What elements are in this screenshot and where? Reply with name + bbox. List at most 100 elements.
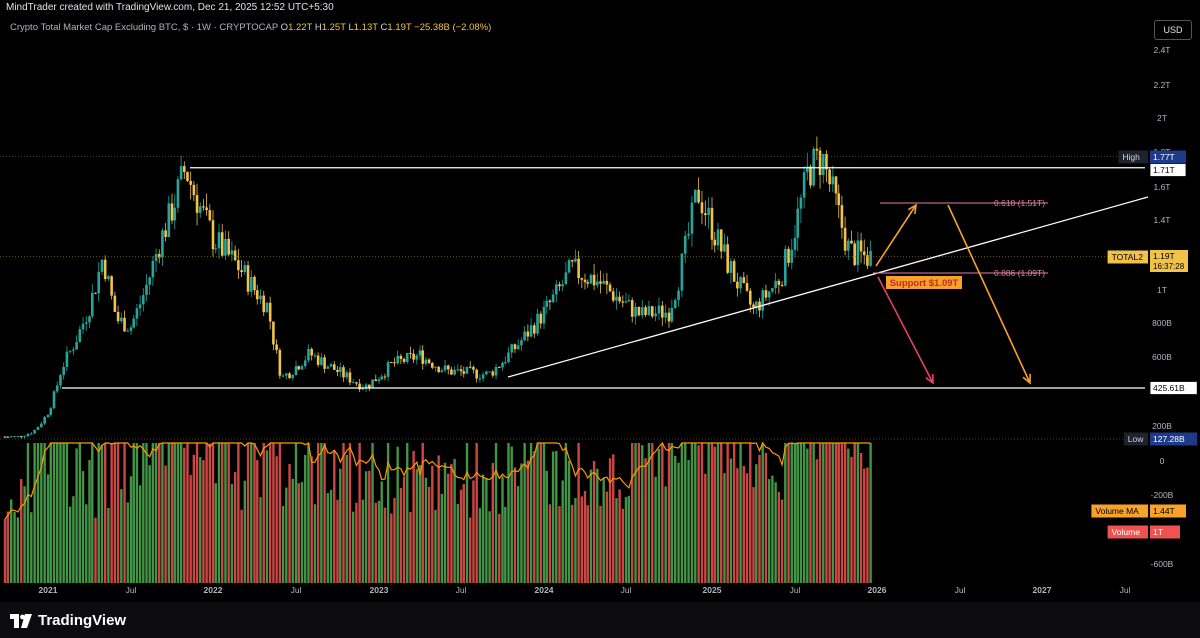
volume-ma-tag: 1.44T: [1153, 506, 1175, 516]
volume-bar: [154, 443, 158, 583]
candle-body: [468, 366, 472, 368]
volume-bar: [571, 504, 574, 583]
volume-bar: [26, 443, 30, 583]
candle-body: [26, 433, 30, 437]
volume-bar: [183, 447, 186, 583]
candle-body: [179, 166, 183, 180]
volume-bar: [453, 458, 456, 583]
candle-body: [230, 250, 234, 255]
x-tick-label: Jul: [291, 585, 302, 595]
candle-body: [647, 306, 651, 315]
change-value: −25.38B (−2.08%): [414, 22, 492, 33]
candle-body: [840, 205, 844, 228]
volume-bar: [310, 456, 313, 583]
volume-bar: [348, 443, 352, 583]
volume-bar: [796, 443, 799, 583]
candle-body: [732, 261, 736, 282]
y-tick-label: 600B: [1152, 352, 1172, 362]
volume-bar: [374, 502, 377, 583]
volume-bar: [406, 443, 409, 583]
candle-body: [736, 281, 739, 289]
volume-bar: [599, 505, 602, 583]
volume-side-label: Volume: [1112, 527, 1141, 537]
volume-bar: [199, 457, 202, 583]
candle-body: [446, 365, 450, 370]
candle-body: [850, 240, 853, 244]
candle-body: [336, 369, 339, 372]
x-tick-label: 2021: [39, 585, 58, 595]
volume-bar: [596, 468, 599, 583]
candle-body: [856, 240, 860, 265]
volume-bar: [65, 443, 69, 583]
candle-body: [494, 366, 498, 376]
volume-bar: [504, 506, 507, 583]
volume-tag-box: [1150, 525, 1180, 539]
candle-body: [657, 305, 661, 314]
volume-bar: [580, 496, 584, 583]
volume-bar: [170, 443, 174, 583]
fib-level-label: 0.886 (1.09T): [994, 268, 1045, 278]
volume-ma-side-label-box: [1091, 504, 1148, 518]
y-tick-label: 2.4T: [1153, 45, 1170, 55]
candle-body: [654, 313, 657, 317]
volume-bar: [545, 470, 548, 583]
candle-body: [586, 282, 590, 284]
support-label-text: Support $1.09T: [890, 278, 959, 289]
volume-bar: [329, 489, 333, 583]
volume-bar: [336, 499, 339, 583]
volume-bar: [243, 480, 247, 583]
volume-bar: [202, 460, 205, 583]
volume-bar: [313, 504, 317, 583]
volume-bar: [88, 459, 91, 583]
candle-body: [291, 375, 295, 379]
low-value: 1.13T: [353, 22, 378, 33]
volume-bar: [704, 473, 707, 583]
candle-body: [687, 233, 690, 236]
candle-body: [164, 230, 167, 237]
tradingview-logo[interactable]: TradingView: [10, 612, 126, 629]
candle-body: [195, 195, 199, 213]
volume-bar: [23, 486, 26, 583]
volume-bar: [281, 505, 285, 583]
candle-body: [510, 344, 514, 353]
volume-bar: [651, 443, 654, 583]
candle-body: [437, 366, 440, 373]
candle-body: [710, 207, 714, 240]
volume-bar: [120, 489, 123, 583]
candle-body: [167, 203, 171, 237]
candle-body: [170, 203, 174, 221]
candle-body: [386, 361, 390, 377]
candle-body: [754, 301, 758, 308]
candle-body: [49, 408, 53, 415]
candle-body: [173, 207, 177, 221]
volume-bar: [654, 476, 657, 583]
candle-body: [529, 325, 533, 337]
volume-bar: [217, 443, 221, 583]
y-tick-label: 1.6T: [1153, 182, 1170, 192]
volume-bar: [787, 443, 790, 583]
volume-bar: [265, 450, 269, 583]
volume-bar: [364, 471, 368, 583]
volume-bar: [834, 443, 838, 583]
volume-bar: [637, 443, 641, 583]
volume-bar: [664, 486, 667, 583]
volume-bar: [752, 487, 755, 583]
volume-bar: [548, 504, 552, 583]
volume-bar: [440, 493, 444, 583]
volume-bar: [687, 460, 690, 583]
volume-bar: [450, 464, 453, 583]
candle-body: [847, 240, 850, 251]
volume-bar: [250, 443, 253, 583]
volume-bar: [30, 512, 33, 583]
candle-body: [608, 284, 612, 292]
volume-bar: [211, 443, 215, 583]
volume-bar: [577, 443, 580, 583]
candle-body: [551, 294, 555, 303]
countdown-tag: 16:37:28: [1153, 262, 1185, 271]
volume-bar: [602, 478, 605, 583]
currency-button[interactable]: USD: [1154, 20, 1192, 40]
volume-bar: [853, 443, 856, 583]
volume-tag: 1T: [1153, 527, 1163, 537]
candle-body: [693, 189, 697, 203]
